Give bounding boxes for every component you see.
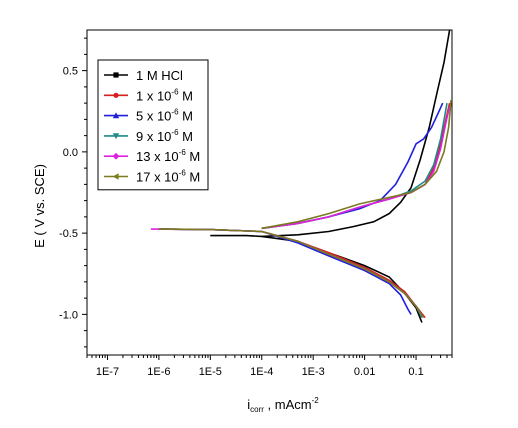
series-anodic-line xyxy=(261,29,451,238)
y-tick-label: -0.5 xyxy=(59,228,78,240)
plot-area-border xyxy=(86,29,453,356)
legend-entry-label: 17 x 10-6 M xyxy=(136,169,200,185)
series-anodic-line xyxy=(261,99,452,230)
legend-label-main: 9 x 10 xyxy=(136,129,171,144)
x-axis-title-sup: -2 xyxy=(312,396,320,405)
legend-label-main: 1 M HCl xyxy=(136,68,183,83)
series-cathodic-line xyxy=(158,228,426,319)
series-cathodic-line xyxy=(158,228,425,319)
legend-label-sup: -6 xyxy=(171,108,179,117)
y-ticks: 0.5 0.0 -0.5 -1.0 xyxy=(59,37,87,348)
legend-label-sup: -6 xyxy=(171,87,179,96)
x-tick-label: 0.01 xyxy=(354,366,375,378)
y-tick-label: 0.5 xyxy=(63,66,78,78)
legend-marker-icon xyxy=(113,72,119,78)
legend-label-rest: M xyxy=(179,88,193,103)
legend-marker-icon xyxy=(113,92,119,98)
legend-label-main: 1 x 10 xyxy=(136,88,171,103)
legend-label-rest: M xyxy=(186,149,200,164)
y-tick-label: 0.0 xyxy=(63,147,78,159)
legend-marker-icon xyxy=(112,173,119,180)
x-tick-label: 1E-6 xyxy=(147,366,170,378)
legend-label-rest: M xyxy=(186,170,200,185)
legend-entry-label: 5 x 10-6 M xyxy=(136,108,193,124)
legend-marker-icon xyxy=(112,133,120,140)
legend-marker-icon xyxy=(112,112,120,119)
legend-label-rest: M xyxy=(179,109,193,124)
legend-entry-label: 9 x 10-6 M xyxy=(136,128,193,144)
legend-label-sup: -6 xyxy=(171,128,179,137)
plot-frame xyxy=(86,29,453,356)
x-tick-label: 0.1 xyxy=(408,366,423,378)
legend-label-main: 5 x 10 xyxy=(136,109,171,124)
x-axis-title: icorr , mAcm-2 xyxy=(247,396,319,414)
x-axis-title-rest: , mAcm xyxy=(264,397,312,412)
x-tick-label: 1E-4 xyxy=(250,366,273,378)
x-tick-label: 1E-5 xyxy=(199,366,222,378)
x-axis-title-sub: corr xyxy=(250,405,264,414)
series-lines xyxy=(150,29,452,323)
legend-entry-label: 1 x 10-6 M xyxy=(136,87,193,103)
x-axis-title-main: i xyxy=(247,397,250,412)
x-ticks: 1E-7 1E-6 1E-5 1E-4 1E-3 0.01 0.1 xyxy=(86,355,453,378)
legend-label-sup: -6 xyxy=(179,148,187,157)
legend-entry-label: 1 M HCl xyxy=(136,68,183,83)
legend-label-rest: M xyxy=(179,129,193,144)
x-tick-label: 1E-3 xyxy=(302,366,325,378)
legend-marker-icon xyxy=(112,152,120,160)
legend-label-main: 13 x 10 xyxy=(136,149,179,164)
legend-entry-label: 13 x 10-6 M xyxy=(136,148,200,164)
legend-box xyxy=(97,59,209,191)
y-axis-title: E ( V vs. SCE) xyxy=(32,164,47,248)
legend-label-sup: -6 xyxy=(179,169,187,178)
x-tick-label: 1E-7 xyxy=(96,366,119,378)
y-tick-label: -1.0 xyxy=(59,309,78,321)
legend-label-main: 17 x 10 xyxy=(136,170,179,185)
